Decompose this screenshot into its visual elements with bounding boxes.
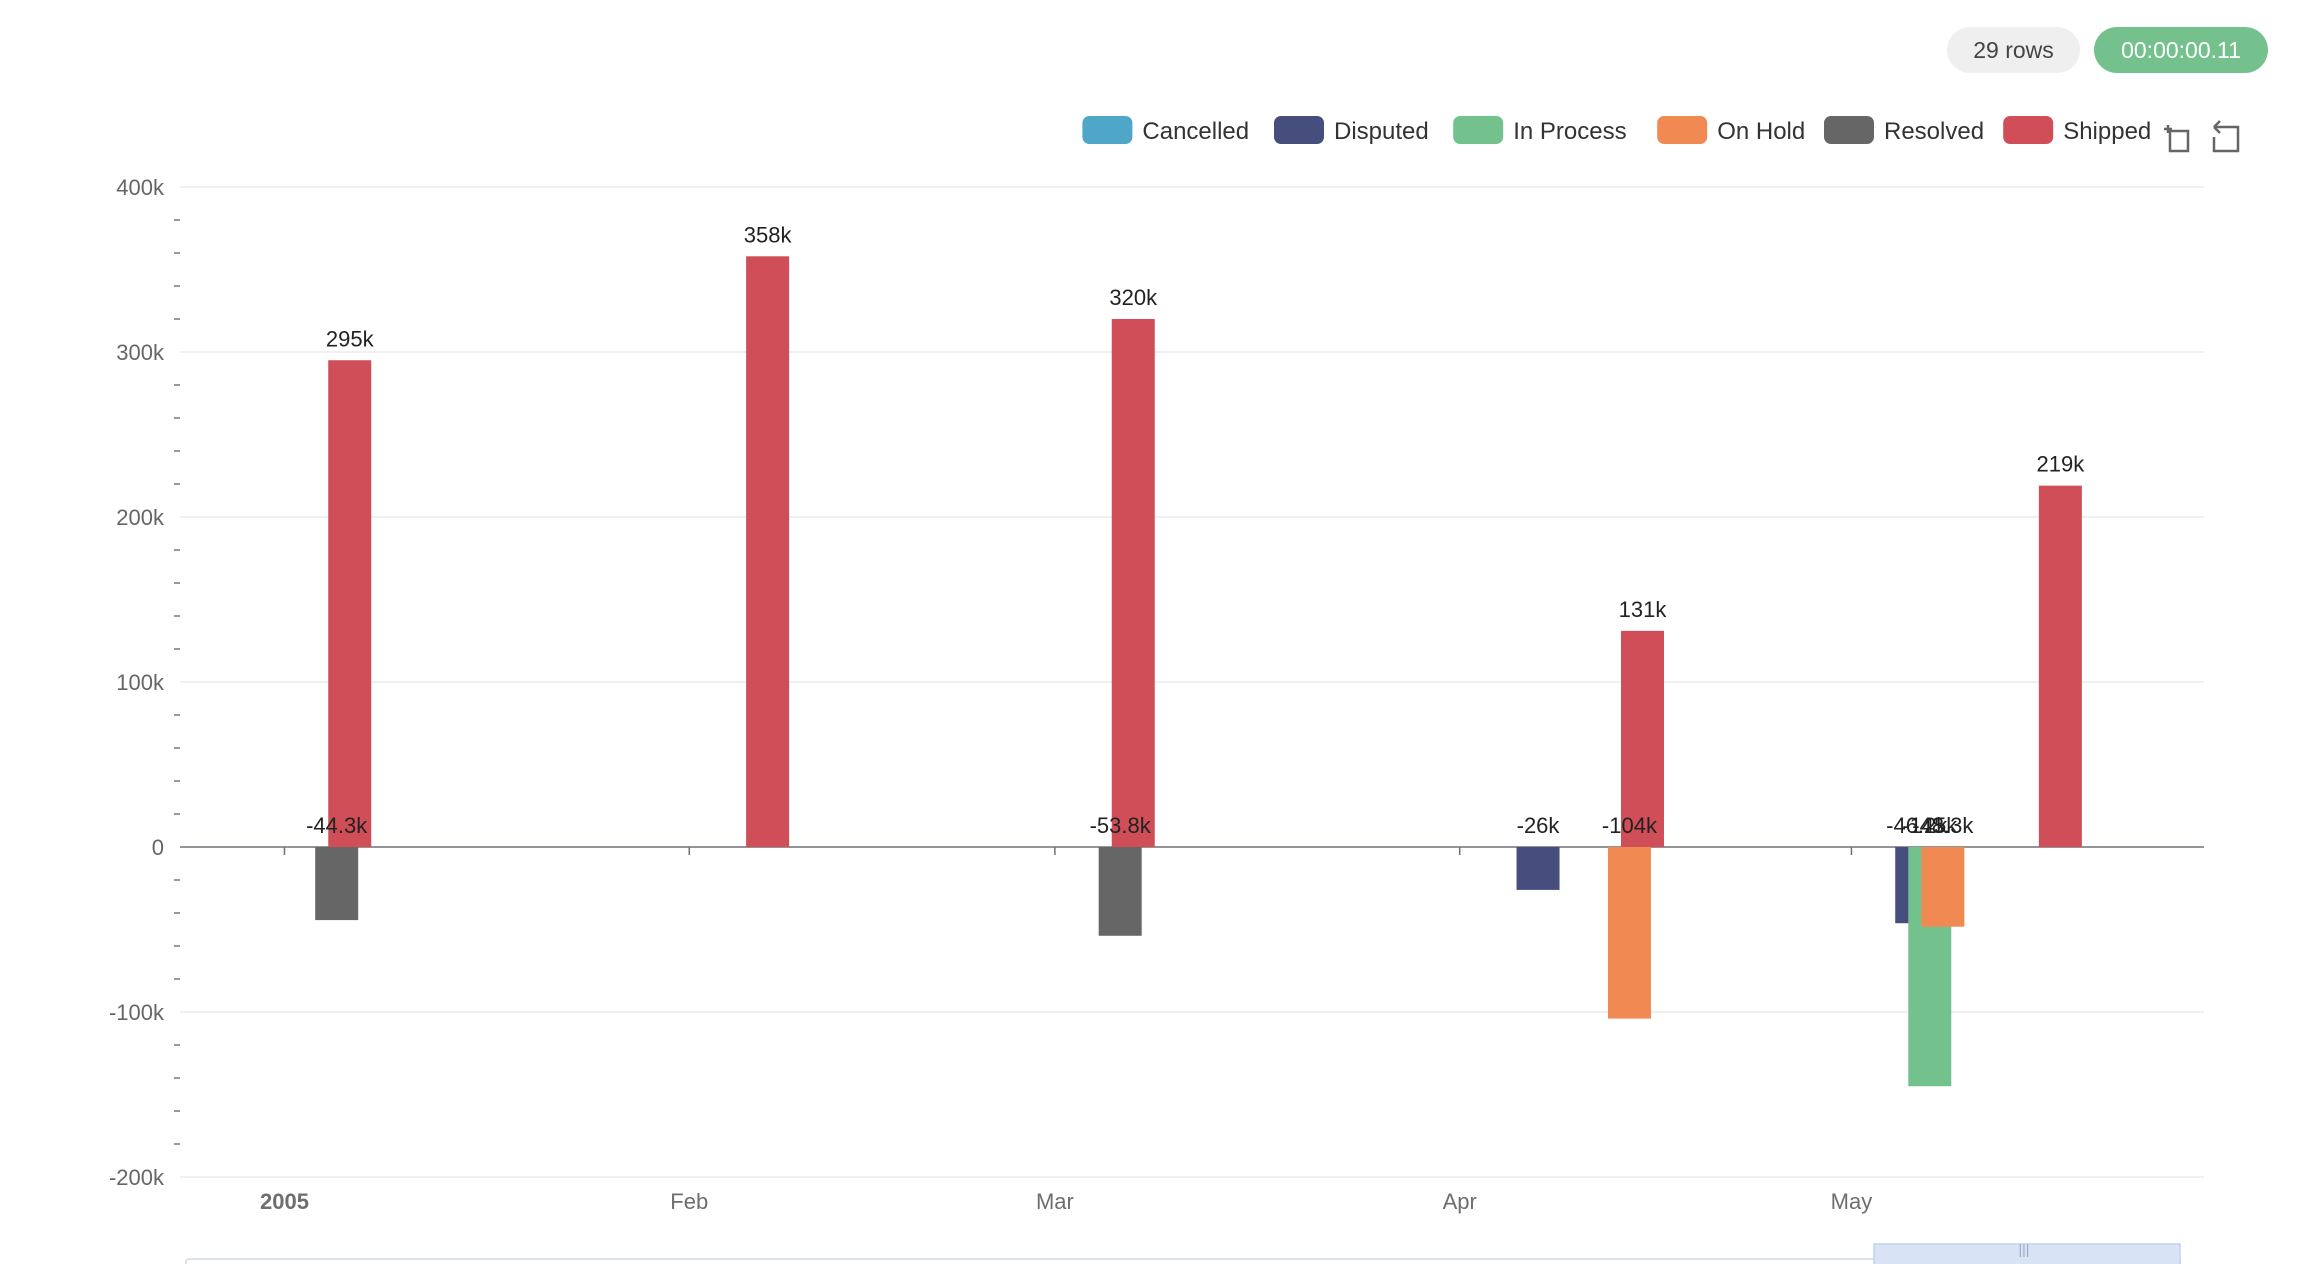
- query-timer-badge: 00:00:00.11: [2094, 27, 2268, 73]
- bar-value-label: 320k: [1109, 285, 1158, 310]
- bar-value-label: -53.8k: [1090, 813, 1152, 838]
- bar-on-hold[interactable]: [1607, 847, 1651, 1019]
- bar-value-label: 295k: [326, 326, 375, 351]
- legend-swatch: [1824, 116, 1874, 144]
- bar-shipped[interactable]: [746, 256, 790, 847]
- y-tick-label: -200k: [109, 1165, 165, 1190]
- y-tick-label: 100k: [116, 670, 165, 695]
- y-axis-labels: 400k 300k 200k 100k 0 -100k -200k: [109, 175, 165, 1190]
- row-count-badge: 29 rows: [1947, 27, 2080, 73]
- legend-label: On Hold: [1717, 118, 1805, 145]
- bar-shipped[interactable]: [2038, 485, 2082, 847]
- bar-value-label: -48.3k: [1912, 813, 1974, 838]
- bar-resolved[interactable]: [1098, 847, 1142, 936]
- bar-resolved[interactable]: [315, 847, 359, 921]
- bar-value-label: 219k: [2037, 452, 2086, 477]
- legend-swatch: [1274, 116, 1324, 144]
- bar-on-hold[interactable]: [1921, 847, 1965, 927]
- legend-item-disputed[interactable]: Disputed: [1274, 116, 1429, 145]
- grid-lines: [180, 186, 2204, 1178]
- bar-value-label: -104k: [1602, 813, 1658, 838]
- bar-value-label: -44.3k: [306, 813, 368, 838]
- y-tick-label: 0: [152, 835, 164, 860]
- x-tick-label: Feb: [670, 1189, 708, 1214]
- legend: Cancelled Disputed In Process On Hold Resolv…: [1082, 116, 2151, 145]
- data-labels: -26k -46.2k-145k -104k -48.3k -44.3k -53.8k 29…: [306, 222, 2085, 838]
- chart-toolbox: [2160, 117, 2244, 153]
- legend-swatch: [1453, 116, 1504, 144]
- y-tick-label: 400k: [116, 175, 165, 200]
- bar-disputed[interactable]: [1516, 847, 1560, 890]
- zoom-reset-icon[interactable]: [2210, 117, 2244, 153]
- data-zoom-slider[interactable]: |||: [185, 1241, 2181, 1264]
- bar-value-label: -26k: [1517, 813, 1561, 838]
- legend-label: Resolved: [1884, 118, 1984, 145]
- bar-shipped[interactable]: [1621, 630, 1665, 847]
- legend-item-in-process[interactable]: In Process: [1453, 116, 1627, 145]
- legend-swatch: [1657, 116, 1708, 144]
- x-tick-label: May: [1831, 1189, 1873, 1214]
- bar-value-label: -46.2k: [1886, 813, 1948, 838]
- bars: [315, 256, 2082, 1087]
- data-zoom-window[interactable]: [1873, 1243, 2181, 1264]
- bar-value-label: 131k: [1619, 597, 1668, 622]
- legend-item-shipped[interactable]: Shipped: [2003, 116, 2151, 145]
- y-tick-label: 300k: [116, 340, 165, 365]
- bar-shipped[interactable]: [1111, 319, 1155, 847]
- bar-value-label: 358k: [744, 222, 793, 247]
- y-tick-label: 200k: [116, 505, 165, 530]
- data-zoom-grip[interactable]: |||: [2019, 1241, 2030, 1257]
- legend-swatch: [1082, 116, 1133, 144]
- y-minor-ticks: [174, 219, 180, 1145]
- legend-label: Shipped: [2063, 118, 2151, 145]
- x-tick-label: 2005: [260, 1189, 309, 1214]
- zoom-select-icon[interactable]: [2160, 117, 2194, 153]
- legend-item-on-hold[interactable]: On Hold: [1657, 116, 1805, 145]
- legend-swatch: [2003, 116, 2054, 144]
- bar-shipped[interactable]: [328, 360, 372, 847]
- legend-item-resolved[interactable]: Resolved: [1824, 116, 1984, 145]
- x-tick-label: Apr: [1443, 1189, 1477, 1214]
- legend-label: Cancelled: [1142, 118, 1249, 145]
- x-axis: 2005 Feb Mar Apr May: [260, 847, 1872, 1214]
- x-tick-label: Mar: [1036, 1189, 1074, 1214]
- y-tick-label: -100k: [109, 1000, 165, 1025]
- legend-label: Disputed: [1334, 118, 1429, 145]
- legend-item-cancelled[interactable]: Cancelled: [1082, 116, 1249, 145]
- bar-value-label: -145k: [1902, 813, 1958, 838]
- legend-label: In Process: [1513, 118, 1626, 145]
